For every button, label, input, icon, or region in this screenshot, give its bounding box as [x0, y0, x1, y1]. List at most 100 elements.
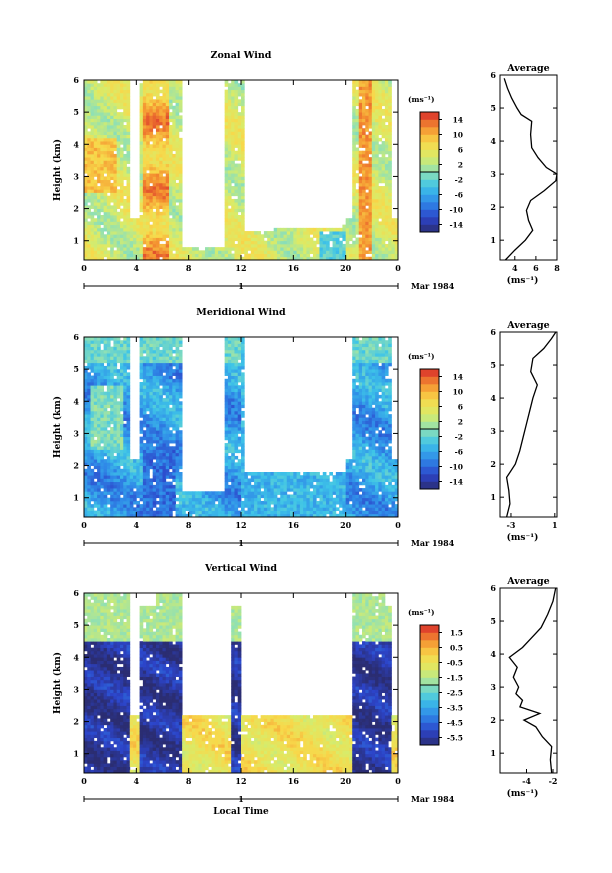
heatmap-cell [87, 147, 91, 152]
heatmap-cell [237, 237, 242, 242]
heatmap-cell [119, 80, 124, 84]
heatmap-cell [172, 478, 176, 483]
heatmap-cell [113, 102, 118, 107]
heatmap-cell [146, 484, 150, 489]
heatmap-cell [123, 430, 127, 434]
heatmap-cell [93, 484, 98, 489]
heatmap-cell [375, 102, 379, 107]
heatmap-cell [381, 141, 386, 145]
heatmap-cell [267, 243, 271, 248]
heatmap-cell [257, 256, 262, 261]
heatmap-cell [139, 449, 144, 454]
heatmap-cell [97, 195, 101, 200]
colorbar-band [420, 119, 439, 128]
heatmap-cell [303, 240, 307, 245]
heatmap-cell [234, 96, 239, 100]
heatmap-cell [241, 195, 245, 200]
heatmap-cell [123, 500, 127, 505]
heatmap-cell [185, 494, 190, 499]
heatmap-cell [116, 99, 121, 103]
heatmap-cell [303, 250, 307, 254]
heatmap-cell [384, 147, 389, 152]
heatmap-cell [352, 189, 356, 193]
heatmap-cell [224, 153, 229, 158]
heatmap-cell [260, 253, 265, 258]
heatmap-cell [352, 205, 356, 209]
heatmap-cell [155, 385, 160, 389]
heatmap-cell [237, 497, 242, 502]
heatmap-cell [231, 369, 235, 373]
heatmap-cell [87, 488, 91, 492]
heatmap-cell [90, 205, 95, 209]
heatmap-cell [123, 388, 127, 393]
heatmap-cell [146, 89, 150, 94]
heatmap-cell [234, 256, 239, 261]
heatmap-cell [119, 423, 124, 428]
heatmap-cell [339, 243, 343, 248]
heatmap-cell [169, 462, 173, 466]
heatmap-cell [100, 500, 105, 505]
heatmap-cell [362, 186, 366, 190]
heatmap-cell [113, 231, 118, 235]
heatmap-cell [371, 211, 376, 216]
heatmap-cell [224, 99, 229, 103]
heatmap-cell [136, 462, 140, 466]
heatmap-cell [123, 507, 127, 511]
heatmap-cell [165, 455, 170, 460]
heatmap-cell [227, 160, 232, 164]
heatmap-cell [231, 353, 235, 357]
heatmap-cell [224, 211, 229, 216]
heatmap-cell [165, 362, 170, 367]
heatmap-cell [126, 414, 131, 418]
heatmap-cell [362, 179, 366, 184]
heatmap-cell [257, 510, 262, 515]
heatmap-cell [224, 215, 229, 219]
y-tick-label: 3 [73, 171, 79, 181]
heatmap-cell [368, 195, 373, 200]
panel-title: Zonal Wind [211, 50, 272, 61]
heatmap-cell [103, 449, 108, 454]
heatmap-cell [165, 96, 170, 100]
heatmap-cell [149, 346, 154, 351]
heatmap-cell [97, 462, 101, 466]
heatmap-cell [119, 208, 124, 213]
heatmap-cell [87, 481, 91, 486]
heatmap-cell [93, 247, 98, 251]
heatmap-cell [237, 349, 242, 354]
heatmap-cell [159, 449, 163, 454]
heatmap-cell [126, 481, 131, 486]
heatmap-cell [169, 410, 173, 415]
heatmap-cell [123, 417, 127, 421]
heatmap-cell [87, 189, 91, 193]
heatmap-cell [169, 513, 173, 518]
heatmap-cell [309, 250, 314, 254]
heatmap-cell [201, 494, 206, 499]
heatmap-cell [175, 125, 180, 129]
heatmap-cell [123, 465, 127, 470]
heatmap-cell [110, 147, 114, 152]
heatmap-cell [93, 349, 98, 354]
heatmap-cell [162, 510, 167, 515]
heatmap-cell [286, 234, 291, 238]
heatmap-cell [172, 337, 176, 341]
heatmap-cell [371, 102, 376, 107]
heatmap-cell [362, 108, 366, 113]
heatmap-cell [90, 160, 95, 164]
heatmap-cell [371, 237, 376, 242]
heatmap-cell [172, 227, 176, 232]
heatmap-cell [227, 484, 232, 489]
heatmap-cell [97, 427, 101, 431]
heatmap-cell [172, 398, 176, 402]
heatmap-cell [159, 102, 163, 107]
heatmap-cell [159, 202, 163, 206]
heatmap-cell [381, 128, 386, 132]
heatmap-cell [97, 192, 101, 197]
heatmap-cell [224, 491, 229, 495]
heatmap-cell [227, 92, 232, 97]
heatmap-cell [263, 472, 268, 476]
heatmap-cell [113, 504, 118, 508]
heatmap-cell [178, 388, 183, 393]
heatmap-cell [368, 141, 373, 145]
heatmap-cell [159, 494, 163, 499]
heatmap-cell [123, 404, 127, 409]
